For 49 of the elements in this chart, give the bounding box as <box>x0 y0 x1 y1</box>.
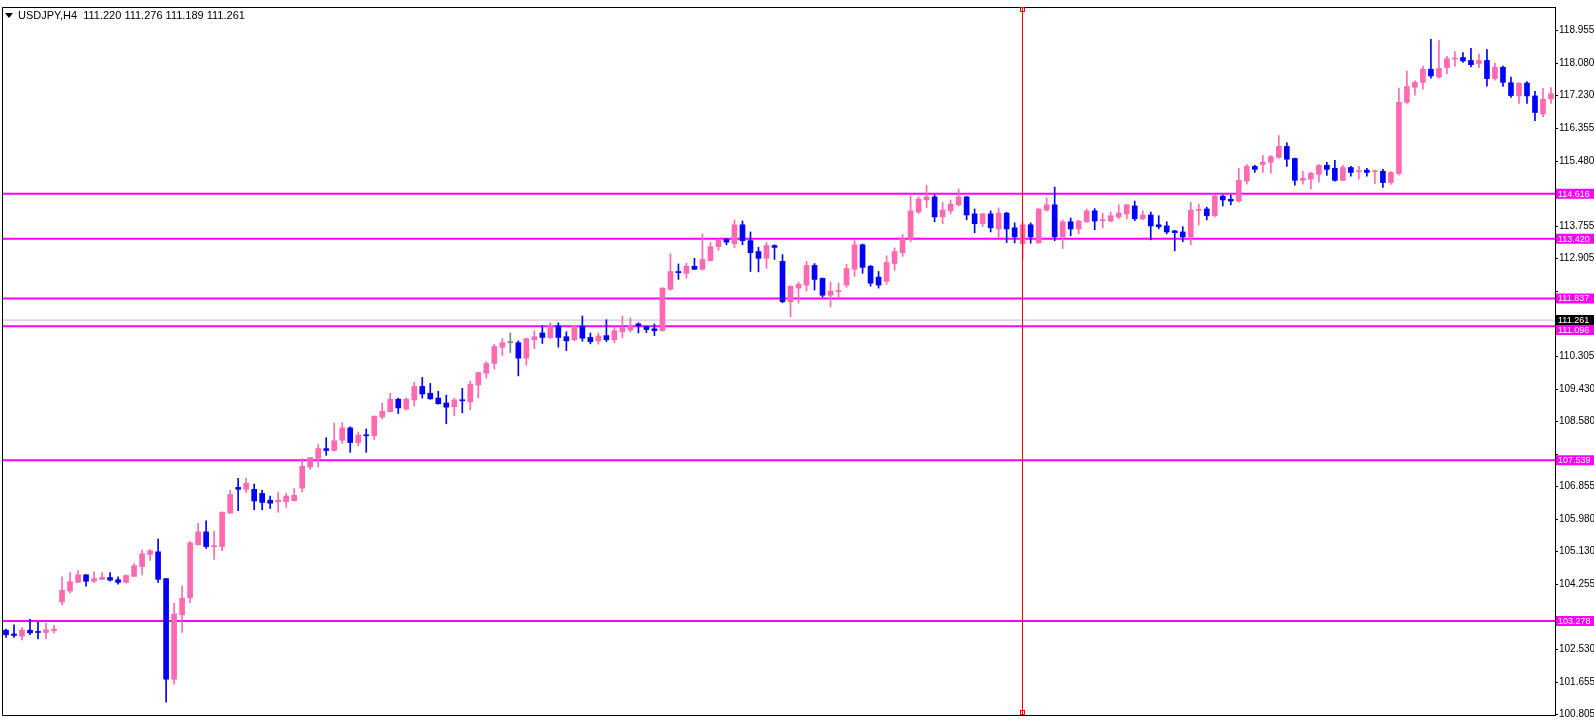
candlestick <box>27 618 33 636</box>
candlestick <box>107 572 113 582</box>
y-tick-label: 118.955 <box>1559 23 1594 35</box>
ref-line-label: 113.420 <box>1558 233 1590 244</box>
y-tick-label: 100.805 <box>1559 707 1594 719</box>
ref-line-label: 111.837 <box>1558 293 1590 304</box>
candlestick <box>323 437 330 456</box>
candlestick <box>363 428 370 453</box>
ref-line-label: 103.278 <box>1558 615 1591 626</box>
y-tick-label: 102.530 <box>1559 642 1594 654</box>
candlestick <box>11 624 17 638</box>
candlestick <box>1300 170 1306 185</box>
candlestick <box>1171 230 1178 252</box>
y-tick-label: 105.980 <box>1559 512 1594 524</box>
candlestick <box>507 332 514 353</box>
chart-title: USDJPY,H4 111.220 111.276 111.189 111.261 <box>18 9 245 21</box>
y-tick-label: 101.655 <box>1559 675 1594 687</box>
candlestick <box>235 478 241 512</box>
y-tick-label: 106.855 <box>1559 479 1594 491</box>
candlestick <box>1115 204 1122 220</box>
candlestick <box>1372 169 1378 184</box>
candlestick <box>35 621 41 640</box>
candlestick <box>43 623 49 640</box>
candlestick <box>275 491 282 513</box>
y-tick-label: 113.755 <box>1559 219 1594 231</box>
candlestick <box>1195 203 1202 226</box>
candlestick <box>1436 40 1442 79</box>
y-tick-label: 116.355 <box>1559 121 1594 133</box>
candlestick <box>1259 155 1266 173</box>
candlestick <box>459 387 466 414</box>
ref-line-label: 107.539 <box>1558 455 1591 466</box>
candlestick <box>211 530 217 560</box>
candlestick <box>1099 212 1106 229</box>
ref-line-label: 111.261 <box>1558 315 1590 326</box>
y-tick-label: 117.230 <box>1559 88 1594 100</box>
y-tick-label: 115.480 <box>1559 154 1594 166</box>
y-tick-label: 108.580 <box>1559 414 1594 426</box>
ref-line-label: 111.096 <box>1558 325 1590 336</box>
y-tick-label: 118.080 <box>1559 56 1594 68</box>
candlestick <box>1356 166 1362 180</box>
y-tick-label: 105.130 <box>1559 544 1594 556</box>
y-tick-label: 110.305 <box>1559 349 1594 361</box>
candlestick <box>1155 215 1162 230</box>
ref-line-label: 114.616 <box>1558 188 1590 199</box>
candlestick <box>51 624 57 634</box>
y-tick-label: 112.905 <box>1559 251 1594 263</box>
y-tick-label: 109.430 <box>1559 382 1594 394</box>
y-tick-label: 104.255 <box>1559 577 1594 589</box>
candlestick <box>1428 39 1434 79</box>
